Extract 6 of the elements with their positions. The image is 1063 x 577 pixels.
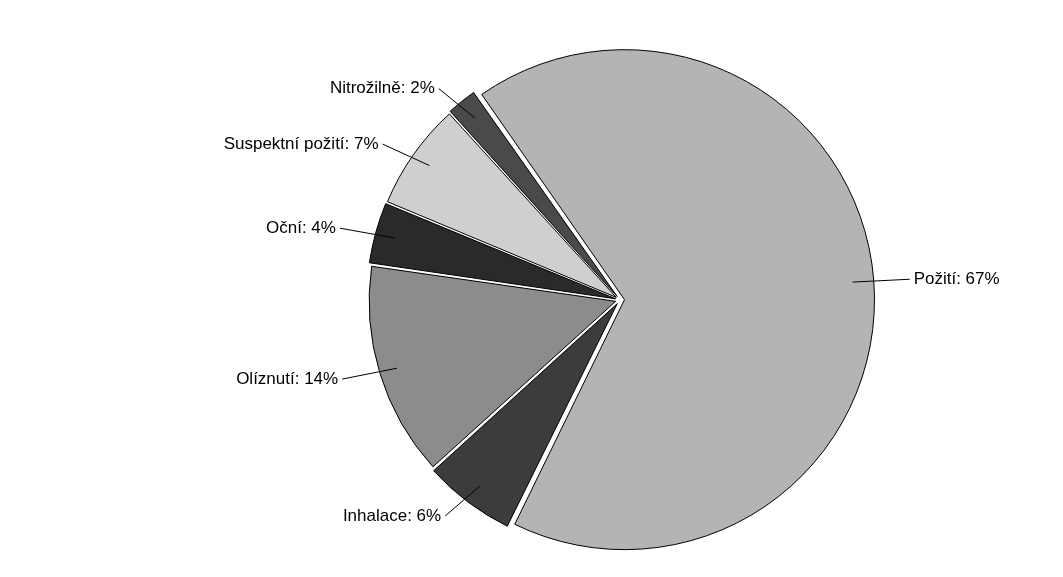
slice-label: Nitrožilně: 2% [329,78,435,98]
slice-label: Oční: 4% [266,217,336,237]
slice-label: Inhalace: 6% [342,505,442,525]
slice-label: Suspektní požití: 7% [223,133,379,153]
slice-label: Požití: 67% [913,268,1000,288]
slice-label: Olíznutí: 14% [236,368,339,388]
